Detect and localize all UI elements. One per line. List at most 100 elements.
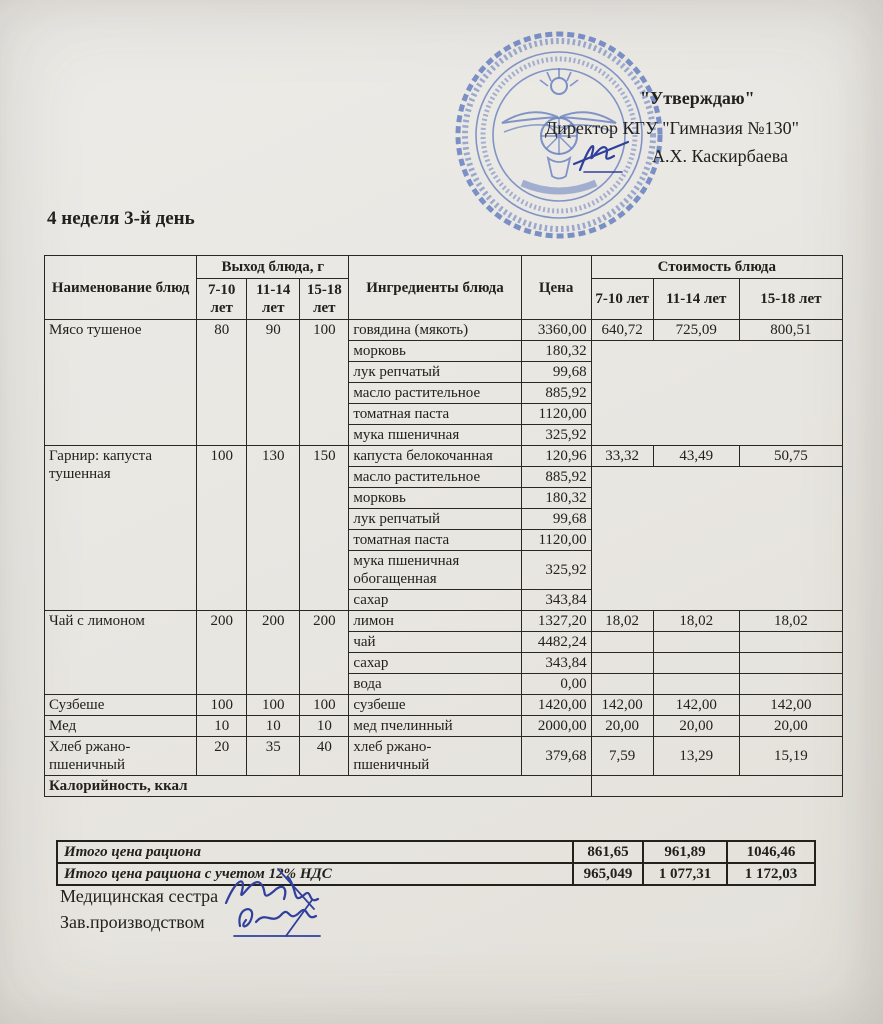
output-cell: 40 (299, 736, 350, 776)
production-signature (233, 899, 321, 937)
output-cell: 90 (246, 319, 301, 446)
cost-cell: 800,51 (738, 319, 844, 341)
medical-nurse-label: Медицинская сестра (60, 886, 219, 906)
ingredient-cell: морковь (348, 487, 522, 509)
output-cell: 130 (246, 445, 301, 611)
price-cell: 1327,20 (520, 610, 592, 632)
col-header-age-2: 11-14 лет (246, 278, 301, 320)
empty-cost-cell (738, 631, 844, 653)
price-cell: 1120,00 (520, 403, 592, 425)
col-header-dish: Наименование блюд (43, 255, 198, 320)
output-cell: 100 (299, 694, 350, 716)
empty-cost-cell (652, 673, 740, 695)
dish-name-cell: Гарнир: капуста тушенная (43, 445, 198, 611)
price-cell: 379,68 (520, 736, 592, 776)
col-header-cost-age-1: 7-10 лет (590, 278, 654, 320)
output-cell: 35 (246, 736, 301, 776)
output-cell: 100 (196, 445, 248, 611)
output-cell: 80 (196, 319, 248, 446)
output-cell: 10 (299, 715, 350, 737)
col-header-ingredients: Ингредиенты блюда (348, 255, 522, 320)
col-header-cost-group: Стоимость блюда (590, 255, 844, 279)
cost-cell: 43,49 (652, 445, 740, 467)
director-title-line: Директор КГУ "Гимназия №130" (545, 118, 799, 138)
cost-cell: 640,72 (590, 319, 654, 341)
empty-cost-area (590, 775, 844, 797)
director-name: А.Х. Каскирбаева (652, 146, 789, 166)
col-header-cost-age-2: 11-14 лет (652, 278, 740, 320)
cost-cell: 50,75 (738, 445, 844, 467)
cost-cell: 7,59 (590, 736, 654, 776)
cost-cell: 18,02 (738, 610, 844, 632)
empty-cost-cell (738, 652, 844, 674)
price-cell: 1120,00 (520, 529, 592, 551)
ingredient-cell: масло растительное (348, 466, 522, 488)
cost-cell: 20,00 (590, 715, 654, 737)
price-cell: 99,68 (520, 508, 592, 530)
output-cell: 10 (246, 715, 301, 737)
empty-cost-cell (738, 673, 844, 695)
cost-cell: 725,09 (652, 319, 740, 341)
price-cell: 180,32 (520, 487, 592, 509)
dish-name-cell: Чай с лимоном (43, 610, 198, 695)
empty-cost-cell (590, 652, 654, 674)
cost-cell: 18,02 (590, 610, 654, 632)
cost-cell: 20,00 (652, 715, 740, 737)
totals-table: Итого цена рациона 861,65 961,89 1046,46… (56, 840, 816, 886)
price-cell: 3360,00 (520, 319, 592, 341)
calories-row-label: Калорийность, ккал (44, 775, 592, 797)
col-header-age-3: 15-18 лет (299, 278, 350, 320)
total-value: 1046,46 (726, 840, 816, 864)
price-cell: 325,92 (520, 424, 592, 446)
empty-cost-area (590, 466, 844, 611)
col-header-age-1: 7-10 лет (196, 278, 248, 320)
total-value: 1 172,03 (726, 862, 816, 886)
director-signature (572, 140, 630, 173)
ingredient-cell: капуста белокочанная (348, 445, 522, 467)
production-manager-label: Зав.производством (60, 912, 205, 932)
ingredient-cell: морковь (348, 340, 522, 362)
dish-name-cell: Хлеб ржано-пшеничный (43, 736, 198, 776)
total-value: 961,89 (642, 840, 728, 864)
total-value: 965,049 (572, 862, 644, 886)
ingredient-cell: лук репчатый (348, 508, 522, 530)
ingredient-cell: мука пшеничная (348, 424, 522, 446)
empty-cost-cell (652, 652, 740, 674)
col-header-output-group: Выход блюда, г (196, 255, 350, 279)
empty-cost-cell (590, 673, 654, 695)
output-cell: 10 (196, 715, 248, 737)
ingredient-cell: сузбеше (348, 694, 522, 716)
total-label: Итого цена рациона (56, 840, 574, 864)
total-value: 861,65 (572, 840, 644, 864)
output-cell: 150 (299, 445, 350, 611)
price-cell: 120,96 (520, 445, 592, 467)
ingredient-cell: мед пчелинный (348, 715, 522, 737)
ingredient-cell: томатная паста (348, 529, 522, 551)
cost-cell: 33,32 (590, 445, 654, 467)
dish-name-cell: Сузбеше (43, 694, 198, 716)
total-label: Итого цена рациона с учетом 12% НДС (56, 862, 574, 886)
empty-cost-cell (590, 631, 654, 653)
cost-cell: 142,00 (738, 694, 844, 716)
cost-cell: 142,00 (590, 694, 654, 716)
price-cell: 885,92 (520, 466, 592, 488)
price-cell: 180,32 (520, 340, 592, 362)
col-header-price: Цена (520, 255, 592, 320)
cost-cell: 18,02 (652, 610, 740, 632)
dish-name-cell: Мясо тушеное (43, 319, 198, 446)
ingredient-cell: говядина (мякоть) (348, 319, 522, 341)
ingredient-cell: томатная паста (348, 403, 522, 425)
price-cell: 343,84 (520, 589, 592, 611)
cost-cell: 20,00 (738, 715, 844, 737)
ingredient-cell: сахар (348, 652, 522, 674)
ingredient-cell: чай (348, 631, 522, 653)
ingredient-cell: мука пшеничная обогащенная (348, 550, 522, 590)
output-cell: 200 (196, 610, 248, 695)
page-title: 4 неделя 3-й день (47, 208, 195, 229)
menu-table: Наименование блюд Выход блюда, г Ингреди… (43, 255, 844, 797)
output-cell: 200 (299, 610, 350, 695)
approve-heading: "Утверждаю" (640, 88, 755, 108)
empty-cost-cell (652, 631, 740, 653)
dish-name-cell: Мед (43, 715, 198, 737)
